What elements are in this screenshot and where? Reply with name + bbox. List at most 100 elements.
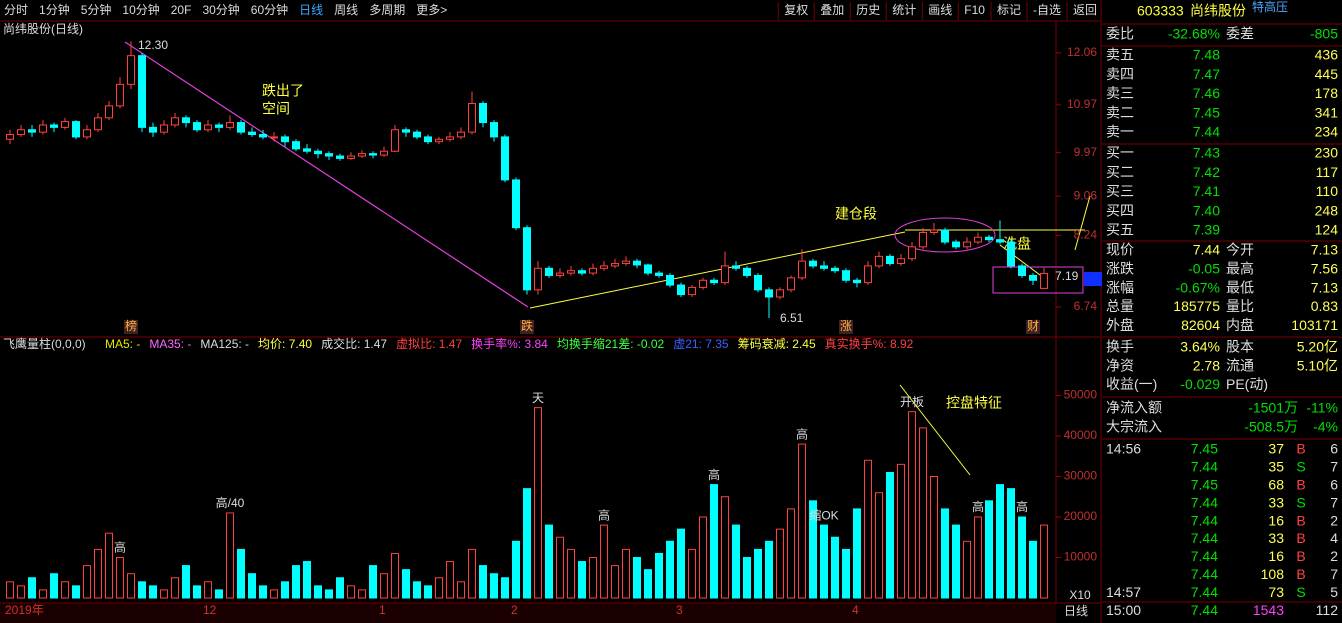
toolbar-button[interactable]: 返回 (1073, 3, 1097, 17)
toolbar-button[interactable]: 历史 (856, 3, 880, 17)
volume-bar (149, 585, 157, 599)
tick-volume: 108 (1261, 566, 1285, 582)
indicator-value: 换手率%: 3.84 (471, 336, 548, 351)
volume-bar (666, 540, 674, 599)
volume-bar (160, 589, 168, 599)
volume-bar (204, 581, 212, 599)
volume-bar (655, 552, 663, 599)
toolbar-button[interactable]: -自选 (1033, 3, 1061, 17)
x-tick-label: 2019年 (5, 603, 44, 617)
indicator-value: 筹码衰减: 2.45 (738, 336, 816, 351)
quote-value: 248 (1315, 202, 1339, 218)
candle-body (600, 265, 608, 269)
candle-body (512, 179, 520, 229)
volume-bar (127, 573, 135, 599)
toolbar-tab[interactable]: 1分钟 (39, 2, 70, 17)
candle-body (259, 134, 267, 138)
candle-body (314, 150, 322, 155)
y-tick-label: 10.97 (1067, 97, 1097, 111)
toolbar-button[interactable]: 叠加 (820, 3, 844, 17)
quote-value: -508.5万 (1244, 419, 1298, 435)
volume-bar (402, 569, 410, 599)
volume-bar (292, 565, 300, 599)
annotation: 跌出了 (262, 83, 304, 99)
y-tick-label: 20000 (1064, 509, 1098, 523)
candle-body (732, 265, 740, 269)
quote-label: 净资 (1106, 357, 1134, 373)
toolbar-tab[interactable]: 周线 (334, 3, 358, 17)
volume-bar (809, 500, 817, 599)
tick-side: B (1296, 477, 1305, 493)
y-tick-label: 30000 (1064, 469, 1098, 483)
candle-body (754, 274, 762, 291)
tick-volume: 16 (1268, 548, 1284, 564)
toolbar-tab[interactable]: 更多> (416, 3, 447, 17)
candle-body (545, 267, 553, 276)
quote-label: 净流入额 (1106, 400, 1162, 416)
candle-body (193, 122, 201, 131)
tick-volume: 73 (1268, 584, 1284, 600)
toolbar-tab[interactable]: 多周期 (369, 3, 405, 17)
volume-bar (842, 548, 850, 599)
toolbar-tab[interactable]: 60分钟 (251, 2, 288, 17)
event-marker: 财 (1027, 319, 1039, 333)
volume-bar (776, 528, 784, 599)
toolbar-tab[interactable]: 分时 (4, 3, 28, 17)
tick-time: 14:56 (1106, 441, 1141, 457)
indicator-value: 虚21: 7.35 (673, 337, 729, 351)
candle-body (699, 279, 707, 288)
volume-bar (952, 524, 960, 599)
candle-body (963, 241, 971, 248)
tick-time: 14:57 (1106, 584, 1141, 600)
candle-body (578, 270, 586, 274)
toolbar-button[interactable]: 复权 (784, 3, 808, 17)
candle-body (556, 272, 564, 276)
tick-volume: 1543 (1253, 602, 1284, 618)
y-tick-label: 12.06 (1067, 45, 1097, 59)
toolbar-tab[interactable]: 日线 (299, 3, 323, 17)
toolbar-button[interactable]: 标记 (997, 3, 1021, 17)
volume-bar (864, 459, 872, 599)
volume-bar (743, 557, 751, 599)
toolbar-tab[interactable]: 30分钟 (202, 2, 239, 17)
toolbar-tab[interactable]: 10分钟 (122, 2, 159, 17)
volume-bar (732, 524, 740, 599)
volume-bar (853, 508, 861, 599)
volume-bar (820, 524, 828, 599)
bar-tag: 高 (972, 499, 984, 514)
volume-bar (358, 589, 366, 599)
candle-body (501, 136, 509, 181)
period-button[interactable]: 日线 (1064, 604, 1088, 618)
toolbar-button[interactable]: 画线 (928, 3, 952, 17)
volume-bar (644, 569, 652, 599)
quote-value: -32.68% (1168, 26, 1220, 42)
tick-price: 7.44 (1191, 530, 1218, 546)
quote-value: 117 (1316, 164, 1339, 180)
quote-value: 178 (1315, 85, 1339, 101)
candle-body (644, 264, 652, 274)
candle-body (94, 117, 102, 131)
quote-label: 收益(一) (1106, 376, 1157, 392)
toolbar-tab[interactable]: 20F (171, 3, 192, 17)
toolbar-button[interactable]: 统计 (892, 3, 916, 17)
event-marker-bg (839, 320, 853, 334)
quote-label: 换手 (1106, 339, 1134, 355)
x-tick-label: 4 (852, 603, 859, 617)
event-marker-bg (124, 320, 138, 334)
candle-body (743, 267, 751, 276)
quote-value: 7.13 (1311, 279, 1338, 295)
quote-value: 3.64% (1180, 339, 1220, 355)
candle-body (204, 124, 212, 131)
quote-label: 卖一 (1106, 124, 1134, 140)
quote-value: 5.10亿 (1297, 357, 1338, 373)
candle-body (798, 260, 806, 279)
quote-value: 7.41 (1193, 183, 1220, 199)
candle-body (490, 122, 498, 138)
toolbar-tab[interactable]: 5分钟 (81, 2, 112, 17)
x-tick-label: 2 (511, 603, 518, 617)
volume-bar (501, 577, 509, 599)
candle-body (116, 83, 124, 107)
toolbar-button[interactable]: F10 (964, 3, 985, 17)
candle-body (72, 121, 80, 138)
